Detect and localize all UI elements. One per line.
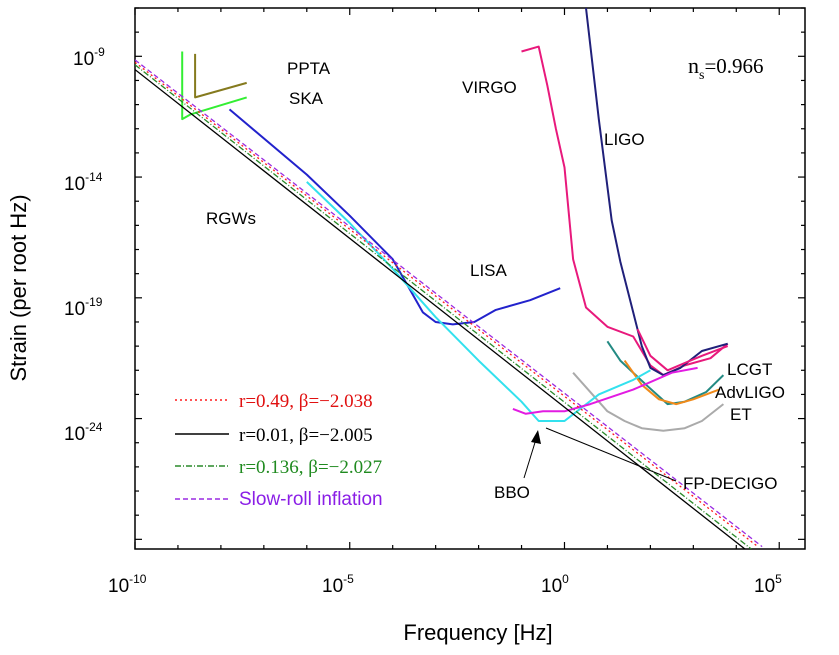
fp-decigo-pointer: [545, 427, 677, 482]
x-tick-label-4: 105: [754, 572, 782, 597]
rgw-curve-1: [135, 61, 759, 548]
rgw-curve-3: [135, 64, 752, 549]
label-ligo: LIGO: [604, 130, 645, 149]
bbo-arrowhead: [531, 430, 541, 444]
curve-advligo: [606, 340, 725, 406]
legend-label-slow-roll: Slow-roll inflation: [239, 489, 383, 510]
rgw-curve-2: [135, 69, 746, 549]
x-axis-title: Frequency [Hz]: [403, 620, 552, 645]
label-et: ET: [730, 405, 752, 424]
legend-label-r001: r=0.01, β=−2.005: [239, 425, 373, 446]
y-tick-label-1: 10-9: [73, 45, 105, 70]
curve-lcgt: [636, 328, 729, 372]
label-lisa: LISA: [470, 261, 508, 280]
curve-bbo: [306, 181, 651, 422]
legend-label-r049: r=0.49, β=−2.038: [239, 391, 373, 412]
ns-annotation: ns=0.966: [688, 53, 764, 83]
rgw-curve-4: [135, 59, 763, 548]
label-ppta: PPTA: [287, 59, 331, 78]
label-ska: SKA: [289, 89, 324, 108]
curve-virgo: [521, 45, 729, 377]
x-tick-label-2: 10-5: [322, 572, 354, 597]
y-tick-label-2: 10-14: [64, 170, 103, 195]
y-tick-label-3: 10-19: [64, 295, 103, 320]
x-tick-label-1: 10-10: [108, 572, 147, 597]
label-advligo: AdvLIGO: [715, 383, 785, 402]
y-axis-title: Strain (per root Hz): [6, 194, 31, 381]
curve-et: [572, 372, 725, 432]
label-bbo: BBO: [494, 483, 530, 502]
curve-ska: [181, 51, 247, 121]
label-lcgt: LCGT: [727, 360, 772, 379]
curve-et-alt: [623, 360, 720, 406]
axis-ticks: [134, 7, 805, 549]
y-tick-label-4: 10-24: [64, 420, 103, 445]
curve-lisa: [228, 108, 561, 326]
bbo-pointer-arrow: [523, 435, 538, 479]
plot-curves: [135, 8, 763, 549]
legend: r=0.49, β=−2.038 r=0.01, β=−2.005 r=0.13…: [175, 391, 383, 510]
label-rgws: RGWs: [206, 209, 256, 228]
label-virgo: VIRGO: [462, 78, 517, 97]
plot-frame: [134, 7, 806, 550]
label-fp-decigo: FP-DECIGO: [683, 474, 777, 493]
curve-ppta: [194, 53, 247, 99]
x-tick-label-3: 100: [541, 572, 569, 597]
curve-fp-decigo: [512, 366, 698, 415]
legend-label-r0136: r=0.136, β=−2.027: [239, 457, 382, 478]
